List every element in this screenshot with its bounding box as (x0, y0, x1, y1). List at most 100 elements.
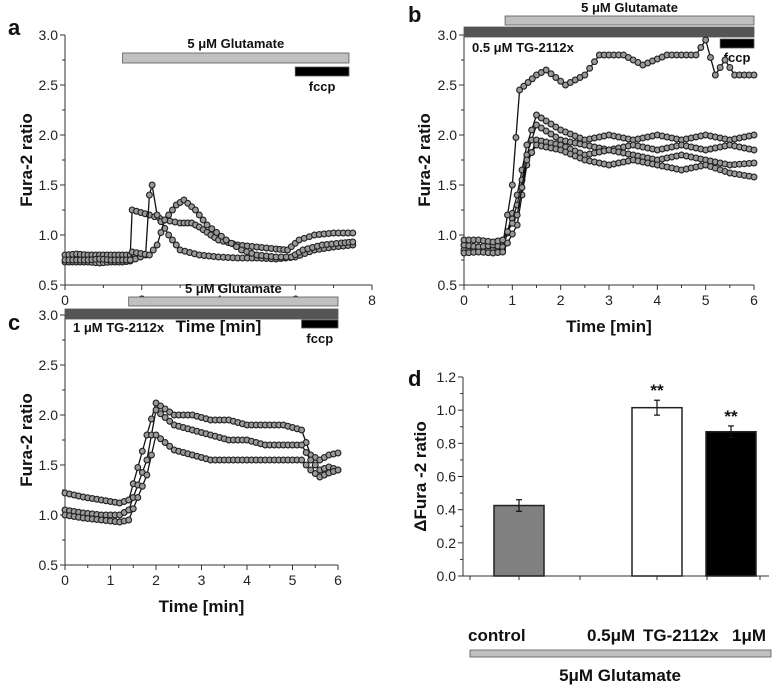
data-point (148, 451, 155, 459)
data-point (302, 449, 310, 456)
data-point (508, 181, 516, 189)
data-point (547, 70, 555, 78)
data-point (222, 236, 230, 244)
bar-3 (705, 430, 757, 577)
panel-label: a (8, 15, 21, 40)
data-point (533, 121, 540, 129)
y-tick-label: 1.0 (437, 402, 457, 418)
data-point (213, 229, 221, 236)
panel-c: c 0.5 1.0 1.5 2.0 2.5 3.0 Fura-2 ratio 0 1 2 3 4 5 6 Ti… (8, 281, 342, 616)
y-axis-label: Fura-2 ratio (17, 393, 36, 487)
data-point (499, 236, 507, 244)
data-point (334, 466, 342, 474)
y-axis-label: ΔFura -2 ratio (411, 421, 430, 531)
data-point (145, 191, 153, 199)
data-point (227, 239, 235, 247)
x-tick-label: 0 (460, 292, 468, 308)
category-label: TG-2112x (643, 626, 719, 645)
x-tick-label: 0 (61, 572, 69, 588)
panel-label: b (408, 2, 421, 27)
y-tick-label: 1.0 (39, 227, 59, 243)
y-axis-label: Fura-2 ratio (17, 113, 36, 207)
data-point (504, 228, 511, 236)
data-point (203, 221, 211, 229)
data-point (508, 219, 516, 227)
series-cell-1 (61, 399, 342, 507)
panel-b: b 0.5 1.0 1.5 2.0 2.5 3.0 Fura-2 ratio 0 1 2 3 4 5 6 Ti… (408, 0, 758, 336)
data-point (166, 417, 174, 425)
data-point (298, 426, 306, 434)
treatment-label: 5 μM Glutamate (185, 281, 282, 296)
x-tick-label: 2 (152, 572, 160, 588)
treatment-label: 5 μM Glutamate (581, 0, 678, 15)
data-point (528, 149, 536, 156)
data-point (542, 117, 550, 125)
treatment-bar (463, 26, 755, 38)
treatment-bar (301, 319, 339, 329)
bar-1 (493, 504, 545, 577)
data-point (707, 54, 714, 61)
data-point (161, 439, 169, 446)
series-cell-3 (61, 431, 342, 526)
treatment-label: 1 μM TG-2112x (73, 320, 165, 335)
data-point (702, 36, 710, 44)
data-point (557, 77, 565, 85)
data-point (148, 181, 156, 189)
treatment-label: fccp (306, 331, 333, 346)
series-cell-3 (61, 196, 357, 264)
y-tick-label: 3.0 (39, 307, 59, 323)
data-point (552, 74, 560, 81)
data-point (125, 516, 133, 524)
y-tick-label: 3.0 (438, 27, 458, 43)
treatment-bar (294, 66, 350, 77)
data-point (513, 211, 521, 219)
data-point (726, 64, 734, 71)
data-point (143, 471, 151, 479)
y-tick-label: 0.5 (39, 557, 59, 573)
x-tick-label: 5 (289, 572, 297, 588)
data-point (750, 173, 758, 181)
treatment-bar (122, 52, 350, 64)
y-tick-label: 1.5 (39, 177, 59, 193)
data-point (334, 449, 342, 457)
data-point (537, 114, 545, 122)
x-tick-label: 4 (653, 292, 661, 308)
data-point (311, 470, 319, 477)
treatment-label: 5 μM Glutamate (187, 36, 284, 51)
data-point (504, 239, 511, 247)
data-point (523, 156, 531, 164)
data-point (165, 211, 173, 219)
category-label: control (468, 626, 526, 645)
panel-label: d (408, 366, 421, 391)
significance-label: ** (650, 381, 664, 400)
treatment-bar (64, 308, 339, 320)
x-tick-label: 8 (368, 292, 376, 308)
data-point (129, 505, 137, 513)
data-point (169, 206, 176, 214)
data-point (524, 79, 532, 86)
data-point (721, 56, 729, 64)
data-point (533, 111, 540, 119)
data-point (302, 461, 310, 469)
data-point (552, 133, 560, 141)
data-point (199, 216, 207, 224)
data-point (516, 86, 524, 94)
data-point (126, 256, 134, 264)
data-point (172, 241, 180, 249)
data-point (552, 123, 560, 131)
y-tick-label: 0.8 (437, 435, 457, 451)
data-point (134, 464, 142, 471)
treatment-label: fccp (309, 79, 336, 94)
y-tick-label: 3.0 (39, 27, 59, 43)
data-point (153, 211, 161, 219)
data-point (581, 71, 589, 79)
data-point (138, 447, 146, 455)
x-tick-label: 6 (750, 292, 758, 308)
y-tick-label: 1.5 (39, 457, 59, 473)
treatment-label: fccp (724, 50, 751, 65)
x-axis-label: Time [min] (176, 317, 262, 336)
panel-label: c (8, 310, 20, 335)
y-tick-label: 1.0 (438, 227, 458, 243)
